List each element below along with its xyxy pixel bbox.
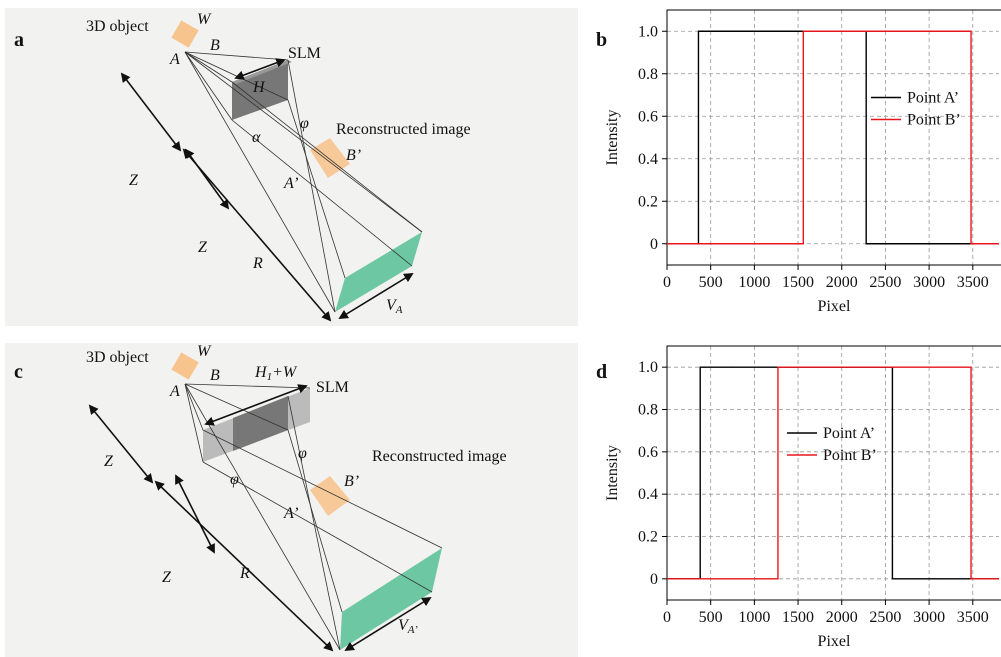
- y-axis-label: Intensity: [604, 445, 621, 501]
- y-tick-label: 0.8: [638, 66, 658, 83]
- label: Z: [104, 453, 114, 470]
- x-tick-label: 3500: [957, 274, 989, 291]
- label: Z: [198, 239, 208, 256]
- label: B: [210, 367, 220, 384]
- h-arrow: [234, 58, 286, 80]
- legend-label: Point A’: [907, 90, 959, 107]
- y-tick-label: 1.0: [638, 359, 658, 376]
- label: VA’: [398, 617, 418, 636]
- x-tick-label: 500: [699, 609, 723, 626]
- y-tick-label: 0.4: [638, 486, 658, 503]
- label: B’: [344, 473, 359, 490]
- y-tick-label: 0.6: [638, 108, 658, 125]
- x-tick-label: 1000: [738, 609, 770, 626]
- legend-label: Point B’: [907, 112, 961, 129]
- chart: 0 500 1000 1500 2000 2500 3000 3500 0 0.2 0.4 0.6 0.…: [604, 345, 1001, 650]
- v-arrow: [344, 596, 432, 652]
- x-axis-label: Pixel: [818, 298, 851, 315]
- panel-label: b: [596, 29, 607, 51]
- y-tick-label: 0.4: [638, 151, 658, 168]
- label: α: [252, 129, 261, 146]
- label: W: [197, 11, 212, 28]
- x-tick-label: 3000: [913, 609, 945, 626]
- z-arrow: [120, 72, 182, 152]
- legend-label: Point A’: [823, 425, 875, 442]
- series-line: [667, 366, 999, 580]
- label-sub: A’: [407, 624, 418, 636]
- panel-label: c: [14, 361, 23, 383]
- series-line: [667, 30, 999, 245]
- y-tick-label: 0.2: [638, 529, 658, 546]
- x-tick-label: 2000: [826, 274, 858, 291]
- label: H: [252, 79, 266, 96]
- label: 3D object: [86, 349, 149, 366]
- v-arrow: [338, 272, 414, 320]
- label: B: [210, 37, 220, 54]
- label: R: [252, 255, 263, 272]
- label: R: [239, 565, 250, 582]
- label-sub: A: [395, 304, 403, 316]
- x-tick-label: 0: [663, 609, 671, 626]
- label: Reconstructed image: [372, 448, 507, 465]
- label: B’: [346, 147, 361, 164]
- legend-label: Point B’: [823, 447, 877, 464]
- x-tick-label: 2000: [826, 609, 858, 626]
- label: φ: [230, 471, 239, 488]
- label: SLM: [288, 45, 321, 62]
- label: H1+W: [254, 364, 298, 383]
- y-tick-label: 0.6: [638, 444, 658, 461]
- r-arrow: [182, 148, 332, 322]
- r-arrow: [154, 480, 334, 652]
- x-tick-label: 500: [699, 274, 723, 291]
- label: W: [197, 343, 212, 360]
- object-shape: [171, 352, 199, 380]
- x-tick-label: 3500: [957, 609, 989, 626]
- object-shape: [171, 20, 199, 48]
- label: Z: [129, 172, 139, 189]
- label: A’: [283, 505, 299, 522]
- x-axis-label: Pixel: [818, 633, 851, 650]
- label: SLM: [316, 379, 349, 396]
- label: Z: [162, 569, 172, 586]
- label: φ: [298, 445, 307, 462]
- y-axis-label: Intensity: [604, 110, 621, 166]
- label-part: H: [254, 364, 268, 381]
- panel-background: [5, 343, 578, 657]
- label: Reconstructed image: [336, 121, 471, 138]
- y-tick-label: 0: [650, 236, 658, 253]
- x-tick-label: 0: [663, 274, 671, 291]
- x-tick-label: 1500: [782, 274, 814, 291]
- x-tick-label: 1000: [738, 274, 770, 291]
- panel-label: d: [596, 361, 607, 383]
- label: VA: [386, 297, 403, 316]
- x-tick-label: 1500: [782, 609, 814, 626]
- label-part: V: [386, 297, 398, 314]
- label: A: [169, 383, 180, 400]
- diagram-c: c 3D object W B A H1+W SLM Z Z φ φ Recon…: [5, 343, 578, 657]
- chart: 0 500 1000 1500 2000 2500 3000 3500 0 0.2 0.4 0.6 0.…: [604, 9, 1001, 315]
- label-part: +W: [272, 364, 298, 381]
- series-line: [667, 366, 999, 580]
- label-sub: 1: [267, 371, 273, 383]
- y-tick-label: 0: [650, 571, 658, 588]
- panel-label: a: [14, 29, 24, 51]
- x-tick-label: 2500: [869, 609, 901, 626]
- x-tick-label: 3000: [913, 274, 945, 291]
- y-tick-label: 0.2: [638, 193, 658, 210]
- label: 3D object: [86, 18, 149, 35]
- label: A’: [283, 175, 299, 192]
- y-tick-label: 1.0: [638, 23, 658, 40]
- plot-frame: [666, 9, 1001, 266]
- plot-frame: [666, 345, 1001, 601]
- z-arrow: [88, 404, 154, 484]
- series-line: [667, 30, 999, 245]
- h-arrow: [204, 384, 308, 426]
- x-tick-label: 2500: [869, 274, 901, 291]
- label: φ: [300, 115, 309, 132]
- label-part: V: [398, 617, 410, 634]
- diagram-a: a 3D object W B A SLM H Z Z φ α Reconstr…: [5, 8, 578, 326]
- y-tick-label: 0.8: [638, 402, 658, 419]
- label: A: [169, 51, 180, 68]
